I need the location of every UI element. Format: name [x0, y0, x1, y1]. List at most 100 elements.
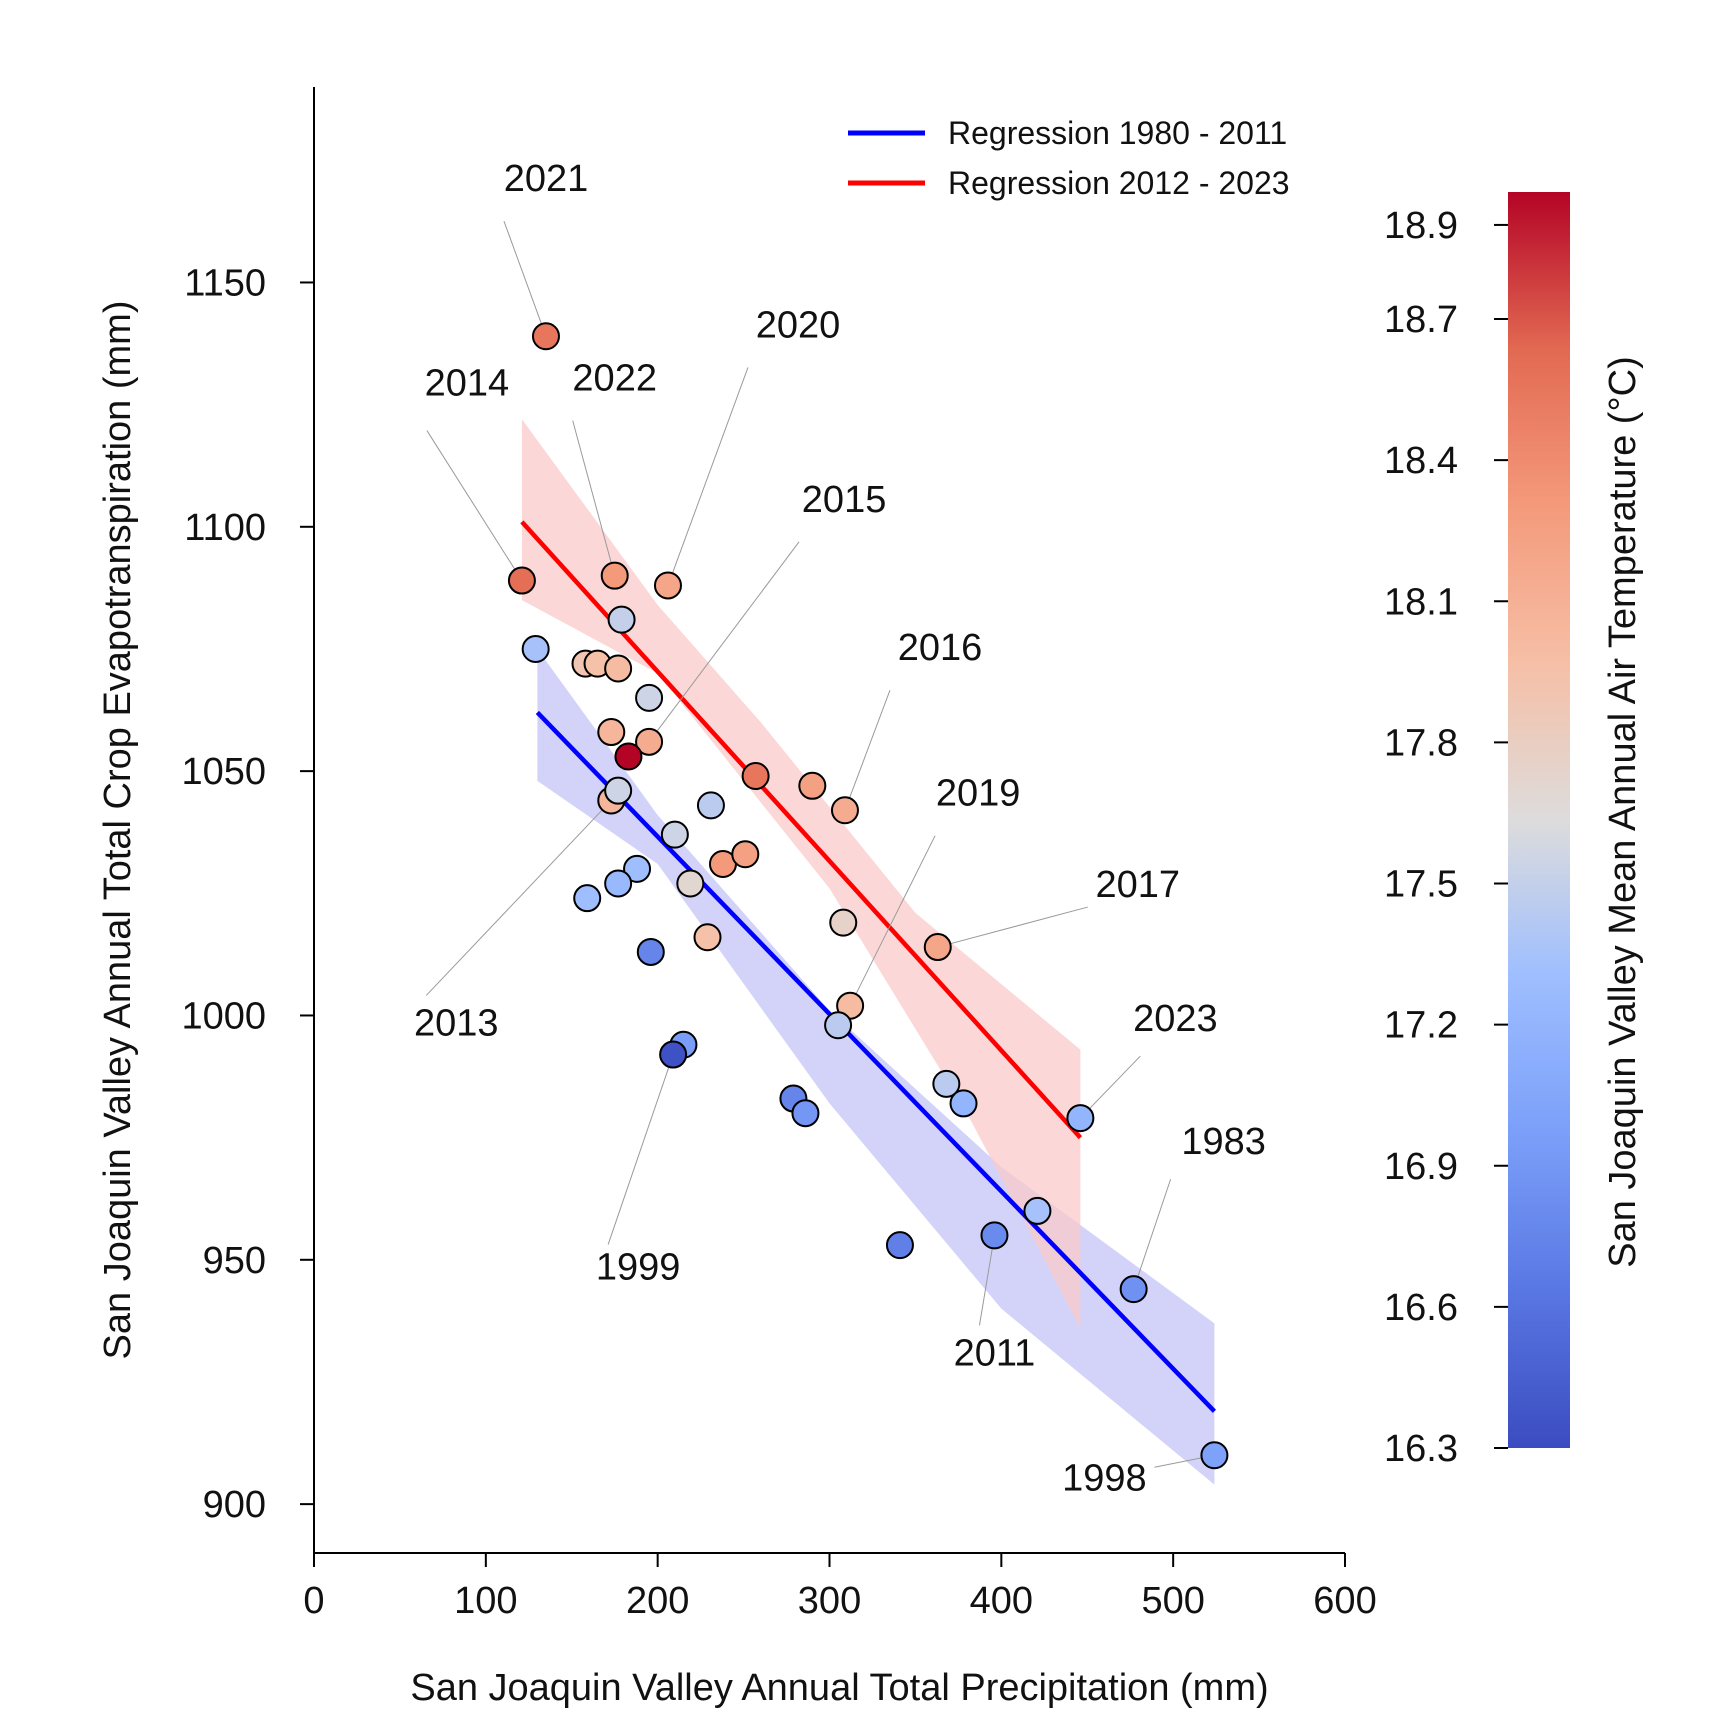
data-point-2017: [923, 933, 952, 962]
data-point: [885, 1231, 914, 1260]
y-tick-label: 950: [203, 1240, 266, 1282]
y-axis-ticks: 900 950 1000 1050 1100 1150: [181, 262, 314, 1526]
data-point: [829, 908, 858, 937]
year-label-2015: 2015: [802, 479, 887, 521]
data-point: [614, 742, 643, 771]
confidence-band-2012-2023: [521, 419, 1081, 1329]
data-point: [597, 718, 626, 747]
data-point: [660, 820, 689, 849]
leader-line-2021: [503, 221, 547, 337]
year-label-1998: 1998: [1062, 1457, 1147, 1499]
year-label-2019: 2019: [936, 773, 1021, 815]
data-point: [1023, 1196, 1052, 1225]
data-point-2015: [635, 727, 664, 756]
data-point: [636, 937, 665, 966]
data-point: [693, 923, 722, 952]
leader-line-2015: [648, 541, 800, 743]
data-point: [798, 771, 827, 800]
data-point: [635, 683, 664, 712]
y-tick-label: 1000: [181, 995, 266, 1037]
leader-line-2020: [667, 367, 749, 586]
year-label-2014: 2014: [425, 363, 510, 405]
data-point-1998: [1200, 1441, 1229, 1470]
legend-label-1980-2011: Regression 1980 - 2011: [948, 115, 1287, 151]
data-point-2023: [1066, 1104, 1095, 1133]
leader-line-2019: [849, 835, 936, 1006]
data-point: [696, 791, 725, 820]
data-point: [607, 605, 636, 634]
x-tick-label: 200: [626, 1580, 689, 1622]
leader-line-1983: [1133, 1178, 1172, 1290]
data-point: [604, 869, 633, 898]
data-point: [932, 1069, 961, 1098]
x-tick-label: 0: [303, 1580, 324, 1622]
year-label-2022: 2022: [572, 358, 657, 400]
regression-line-1980-2011: [535, 710, 1217, 1413]
data-point-2014: [507, 566, 536, 595]
data-point-2022: [600, 561, 629, 590]
legend: Regression 1980 - 2011 Regression 2012 -…: [848, 115, 1290, 201]
label-leader-lines: [425, 221, 1215, 1468]
data-point-2021: [531, 322, 560, 351]
colorbar-tick-label: 17.2: [1384, 1005, 1458, 1047]
leader-line-2023: [1080, 1055, 1141, 1119]
data-point-1983: [1119, 1275, 1148, 1304]
data-point: [573, 884, 602, 913]
y-axis-title: San Joaquin Valley Annual Total Crop Eva…: [97, 301, 139, 1360]
colorbar-ticks: 16.3 16.6 16.9 17.2 17.5 17.8 18.1 18.4 18.7 18.9: [1384, 205, 1508, 1470]
year-labels: 2021 2014 2022 2020 2015 2016 2013 2017 2019 1999…: [414, 158, 1266, 1499]
leader-line-2011: [978, 1235, 995, 1326]
colorbar-tick-label: 18.4: [1384, 440, 1458, 482]
data-point: [824, 1011, 853, 1040]
data-points: [507, 322, 1229, 1470]
x-tick-label: 300: [798, 1580, 861, 1622]
data-point-1999: [659, 1040, 688, 1069]
data-point-2020: [653, 571, 682, 600]
confidence-band-1980-2011: [537, 648, 1215, 1485]
y-tick-label: 1100: [184, 507, 266, 549]
colorbar-tick-label: 18.9: [1384, 205, 1458, 247]
leader-line-2013: [425, 800, 612, 996]
leader-line-2014: [426, 430, 523, 581]
colorbar-title: San Joaquin Valley Mean Annual Air Tempe…: [1602, 356, 1644, 1268]
x-tick-label: 600: [1313, 1580, 1376, 1622]
x-tick-label: 400: [970, 1580, 1033, 1622]
colorbar-gradient: [1508, 192, 1570, 1448]
leader-line-1999: [607, 1054, 674, 1245]
data-point: [791, 1099, 820, 1128]
colorbar-tick-label: 16.6: [1384, 1287, 1458, 1329]
axes: 0 100 200 300 400 500 600 900 950 1000 1050 1100 11…: [97, 87, 1377, 1709]
y-tick-label: 900: [203, 1484, 266, 1526]
leader-line-2016: [844, 690, 891, 811]
x-tick-label: 500: [1141, 1580, 1204, 1622]
year-label-2017: 2017: [1095, 864, 1180, 906]
colorbar-tick-label: 16.3: [1384, 1428, 1458, 1470]
leader-line-2022: [572, 420, 616, 576]
year-label-2021: 2021: [504, 158, 589, 200]
confidence-bands: [521, 419, 1215, 1485]
data-point: [741, 762, 770, 791]
y-tick-label: 1050: [181, 751, 266, 793]
leader-line-2017: [937, 906, 1088, 948]
data-point-2011: [980, 1221, 1009, 1250]
data-point: [604, 654, 633, 683]
data-point: [623, 854, 652, 883]
year-label-2013: 2013: [414, 1002, 499, 1044]
data-point: [604, 776, 633, 805]
x-axis-title: San Joaquin Valley Annual Total Precipit…: [410, 1667, 1268, 1709]
x-tick-label: 100: [454, 1580, 517, 1622]
year-label-2016: 2016: [898, 627, 983, 669]
colorbar-tick-label: 17.5: [1384, 864, 1458, 906]
colorbar: 16.3 16.6 16.9 17.2 17.5 17.8 18.1 18.4 18.7 18.9…: [1384, 192, 1644, 1470]
year-label-1999: 1999: [596, 1247, 681, 1289]
y-tick-label: 1150: [184, 262, 266, 304]
data-point-2016: [830, 796, 859, 825]
data-point: [521, 634, 550, 663]
data-point: [731, 840, 760, 869]
colorbar-tick-label: 17.8: [1384, 722, 1458, 764]
colorbar-tick-label: 18.7: [1384, 299, 1458, 341]
year-label-2011: 2011: [954, 1332, 1036, 1374]
colorbar-tick-label: 16.9: [1384, 1146, 1458, 1188]
